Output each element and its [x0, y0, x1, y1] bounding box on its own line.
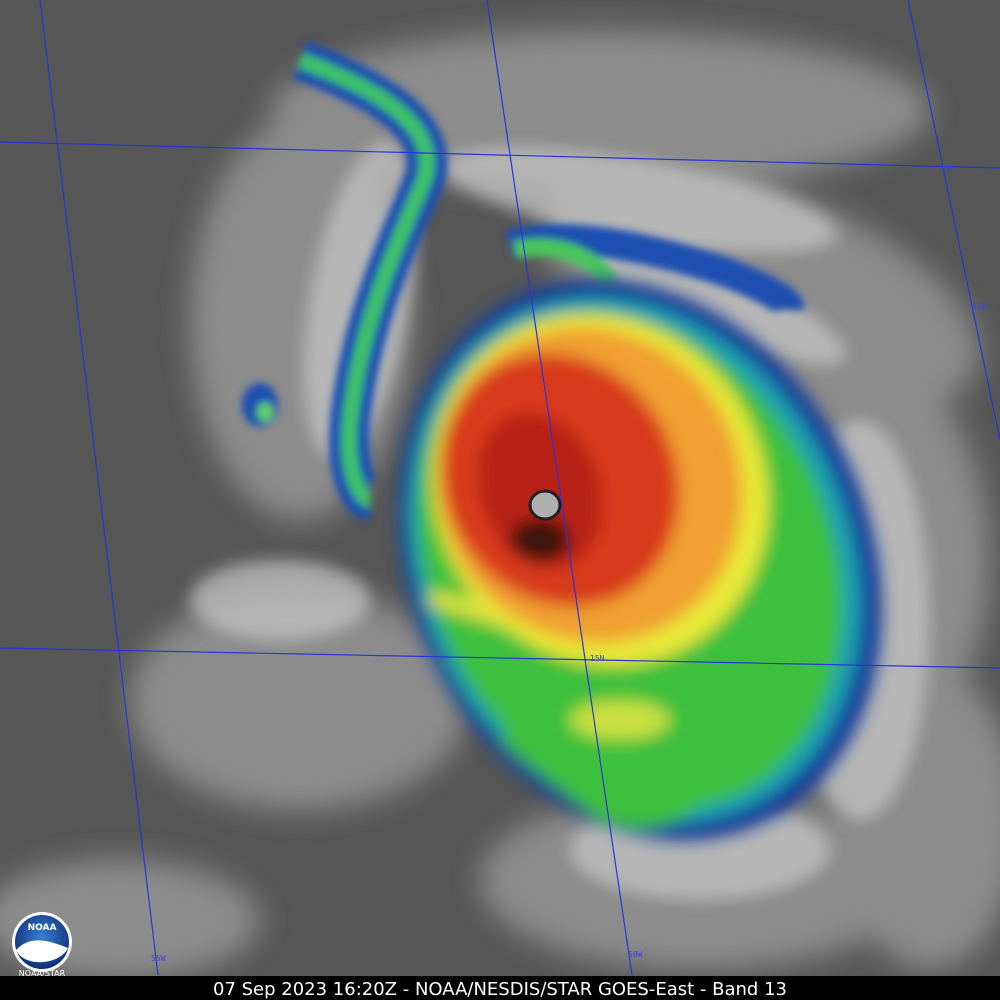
caption-bar: [0, 976, 1000, 1000]
caption: 07 Sep 2023 16:20Z - NOAA/NESDIS/STAR GO…: [213, 979, 787, 1000]
rainband: [242, 41, 805, 520]
grid-label: 50W: [628, 950, 643, 959]
grid-line: [907, 0, 1000, 441]
grid-line: [0, 141, 1000, 169]
grid-label: 55W: [151, 954, 166, 963]
grid-line: [0, 647, 1000, 669]
hurricane: [398, 279, 882, 841]
logo-name: NOAA: [28, 923, 57, 933]
graticule: 20N 45W 15N 55W 50W: [0, 0, 1000, 976]
eye: [528, 489, 562, 521]
grid-line: [486, 0, 633, 976]
logo: NOAA NOAA/STAR: [12, 912, 72, 978]
grid-label: 15N: [590, 654, 605, 663]
grid-line: [39, 0, 159, 976]
grid-label: 20N: [940, 164, 955, 173]
grid-label: 45W: [972, 302, 987, 311]
logo-caption: NOAA/STAR: [19, 969, 66, 978]
